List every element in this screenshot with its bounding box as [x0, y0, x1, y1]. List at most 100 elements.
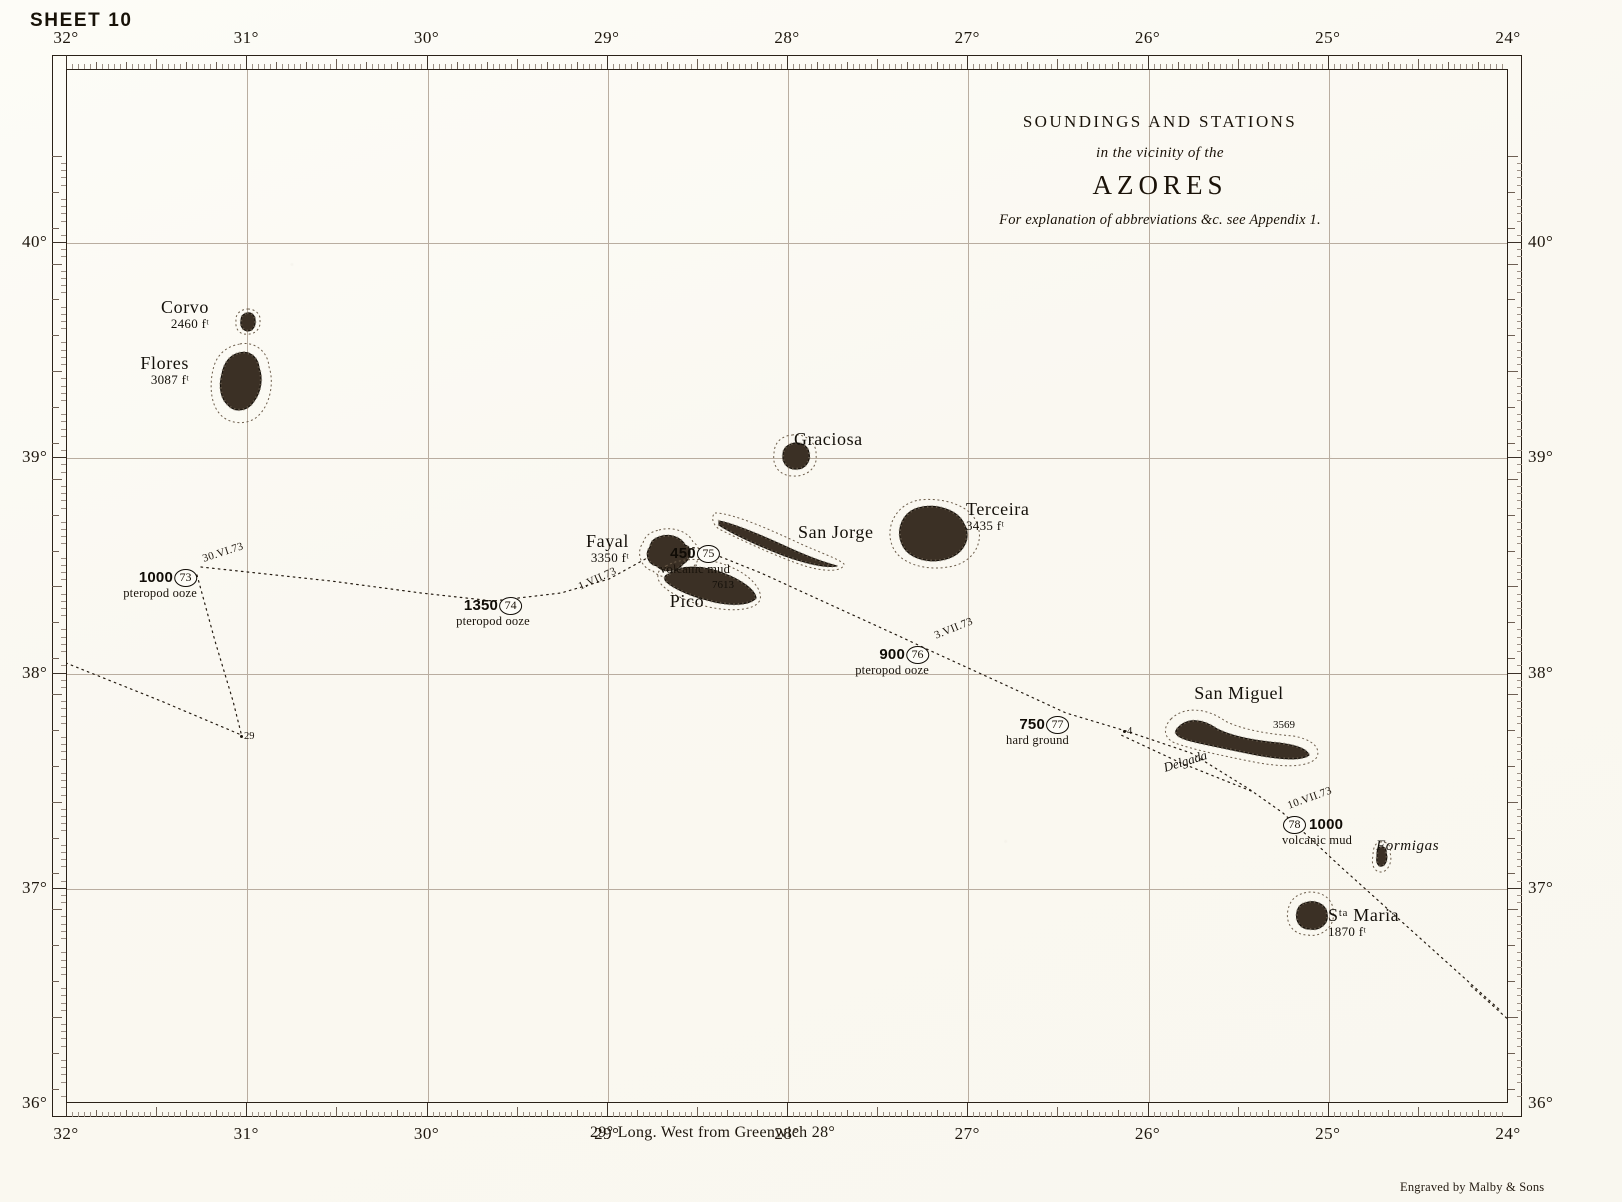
- ruler-tick: [540, 1112, 542, 1117]
- sounding-station[interactable]: 1350 74 pteropod ooze: [456, 597, 530, 629]
- longitude-label-bottom: 24°: [1495, 1124, 1521, 1143]
- ruler-tick: [288, 1112, 290, 1117]
- ruler-tick: [192, 1112, 194, 1117]
- ruler-tick: [1069, 1112, 1071, 1117]
- longitude-label-top: 31°: [233, 28, 259, 47]
- ruler-tick: [61, 679, 66, 681]
- latitude-label-left: 38°: [22, 662, 48, 682]
- ruler-tick: [61, 198, 66, 200]
- ruler-tick: [61, 880, 66, 882]
- ruler-tick: [342, 64, 344, 69]
- ruler-tick: [1517, 378, 1522, 380]
- ruler-tick: [408, 64, 410, 69]
- ruler-tick: [522, 64, 524, 69]
- ruler-tick: [1201, 1112, 1203, 1117]
- sounding-station[interactable]: 78 1000 volcanic mud: [1282, 816, 1352, 848]
- sounding-station[interactable]: 750 77 hard ground: [1006, 716, 1069, 748]
- ruler-tick: [1508, 1088, 1515, 1090]
- ruler-tick: [1517, 163, 1522, 165]
- ruler-tick: [61, 844, 66, 846]
- station-number-badge[interactable]: 76: [906, 646, 929, 664]
- ruler-tick: [720, 1112, 722, 1117]
- ruler-tick: [1517, 651, 1522, 652]
- ruler-tick: [1484, 1112, 1485, 1117]
- ruler-tick: [120, 64, 122, 69]
- track-waypoint[interactable]: [1123, 730, 1126, 733]
- ruler-tick: [1517, 923, 1522, 925]
- ruler-tick: [757, 1110, 758, 1117]
- sounding-station[interactable]: 900 76 pteropod ooze: [855, 646, 929, 678]
- station-number-badge[interactable]: 75: [696, 545, 720, 563]
- ruler-tick: [1517, 938, 1522, 939]
- ruler-tick: [871, 64, 873, 69]
- ruler-tick: [414, 64, 416, 69]
- ruler-tick: [61, 808, 66, 810]
- sounding-station[interactable]: 450 75 volcanic mud: [660, 545, 730, 577]
- ruler-tick: [384, 1112, 386, 1117]
- ruler-tick: [156, 1107, 158, 1117]
- sounding-row: 450 75: [660, 545, 730, 563]
- sounding-station[interactable]: 1000 73 pteropod ooze: [123, 569, 197, 601]
- ruler-tick: [738, 1112, 740, 1117]
- ruler-tick: [52, 155, 62, 157]
- ruler-tick: [52, 837, 59, 839]
- ruler-tick: [276, 1110, 278, 1117]
- sounding-depth: 1350: [463, 597, 499, 614]
- ruler-tick: [1517, 1045, 1522, 1047]
- longitude-label-bottom: 27°: [954, 1124, 980, 1143]
- ruler-tick: [1517, 643, 1522, 645]
- ruler-tick: [246, 1103, 248, 1117]
- station-number-badge[interactable]: 74: [499, 597, 523, 615]
- ruler-tick: [1508, 550, 1515, 552]
- longitude-label-top: 26°: [1134, 28, 1161, 47]
- ruler-tick: [1508, 442, 1515, 444]
- ruler-tick: [354, 1112, 356, 1117]
- ruler-tick: [1069, 64, 1071, 69]
- ruler-tick: [1447, 62, 1449, 69]
- ruler-tick: [997, 62, 999, 69]
- ruler-tick: [853, 64, 855, 69]
- station-number-badge[interactable]: 73: [174, 569, 197, 587]
- ruler-tick: [108, 1112, 110, 1117]
- map-canvas[interactable]: Corvo 2460 fᵗ Flores 3087 fᵗ Graciosa San Jor…: [66, 69, 1508, 1103]
- ruler-tick: [96, 62, 97, 69]
- ruler-tick: [1517, 665, 1522, 667]
- longitude-label-bottom: 31°: [233, 1124, 259, 1143]
- ruler-tick: [1051, 1112, 1053, 1117]
- ruler-tick: [204, 64, 206, 69]
- ruler-tick: [769, 64, 770, 69]
- ruler-tick: [714, 64, 716, 69]
- latitude-label-right: 38°: [1528, 662, 1554, 682]
- ruler-tick: [1508, 837, 1515, 839]
- ruler-tick: [925, 64, 927, 69]
- ruler-tick: [234, 1112, 236, 1117]
- bottom-deposit-label: volcanic mud: [1282, 833, 1353, 847]
- ruler-tick: [270, 64, 272, 69]
- ruler-tick: [456, 1110, 458, 1117]
- ruler-tick: [52, 873, 59, 875]
- ruler-tick: [264, 1112, 266, 1117]
- ruler-tick: [1508, 242, 1522, 243]
- ruler-tick: [913, 64, 915, 69]
- ruler-tick: [144, 64, 146, 69]
- ruler-tick: [823, 1112, 825, 1117]
- station-number-badge[interactable]: 78: [1283, 816, 1306, 834]
- longitude-label-bottom: 32°: [53, 1124, 79, 1143]
- ruler-tick: [61, 995, 66, 997]
- ruler-tick: [1517, 715, 1522, 717]
- station-number-badge[interactable]: 77: [1046, 716, 1069, 734]
- survey-track: [1470, 985, 1507, 1020]
- ruler-tick: [708, 64, 710, 69]
- latitude-label-left: 40°: [22, 232, 48, 251]
- ruler-tick: [720, 64, 722, 69]
- ruler-tick: [1517, 600, 1522, 602]
- ruler-tick: [61, 285, 66, 286]
- ruler-tick: [612, 64, 614, 69]
- ruler-tick: [1517, 507, 1522, 509]
- ruler-tick: [1405, 64, 1407, 69]
- ruler-tick: [1517, 521, 1522, 523]
- latitude-label-left: 39°: [22, 447, 48, 467]
- ruler-tick: [1465, 64, 1467, 69]
- track-waypoint[interactable]: [240, 735, 243, 738]
- ruler-tick: [61, 421, 66, 423]
